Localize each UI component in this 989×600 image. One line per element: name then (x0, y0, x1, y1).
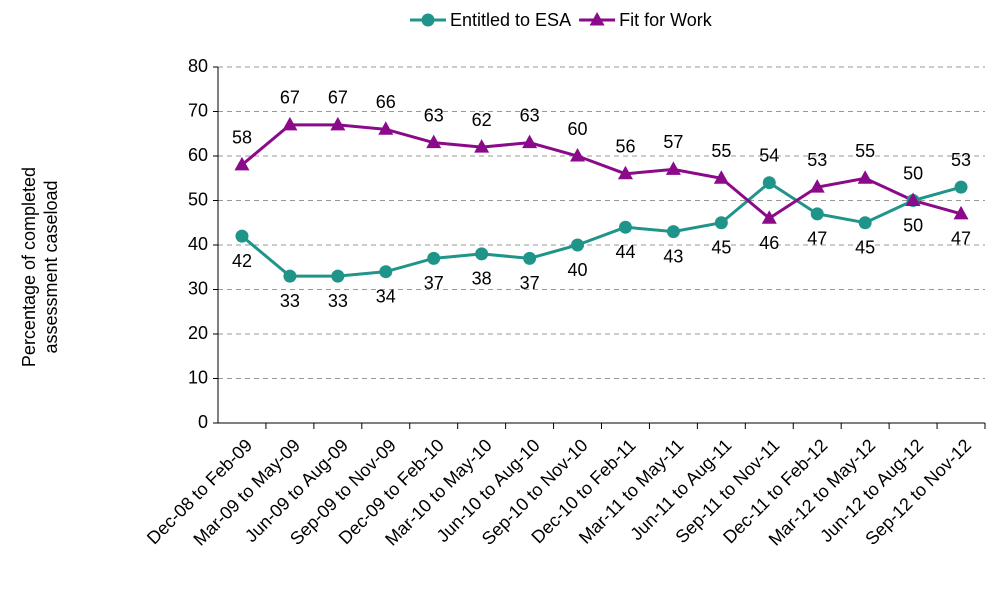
y-tick-label: 10 (188, 367, 208, 387)
point (282, 116, 298, 131)
y-tick-label: 0 (198, 412, 208, 432)
point (475, 247, 489, 261)
point (474, 139, 490, 153)
data-label: 45 (711, 238, 731, 258)
point (810, 207, 824, 221)
data-label: 55 (711, 141, 731, 161)
legend-label: Fit for Work (619, 10, 713, 30)
point (522, 134, 538, 149)
data-label: 47 (807, 229, 827, 249)
y-tick-label: 70 (188, 100, 208, 120)
data-label: 63 (520, 105, 540, 125)
data-label: 54 (759, 145, 779, 165)
data-label: 53 (807, 150, 827, 170)
point (905, 192, 921, 206)
legend-marker (421, 13, 435, 27)
data-label: 66 (376, 92, 396, 112)
y-axis-title: Percentage of completed assessment casel… (19, 166, 61, 368)
data-label: 45 (855, 238, 875, 258)
data-label: 57 (663, 132, 683, 152)
data-label: 37 (424, 273, 444, 293)
data-label: 50 (903, 163, 923, 183)
data-label: 56 (615, 137, 635, 157)
legend-label: Entitled to ESA (450, 10, 571, 30)
point (378, 121, 394, 135)
point (809, 179, 825, 193)
data-label: 40 (568, 260, 588, 280)
data-label: 53 (951, 150, 971, 170)
point (571, 238, 585, 252)
point (331, 269, 345, 283)
point (858, 216, 872, 230)
data-label: 42 (232, 251, 252, 271)
point (713, 170, 729, 184)
data-label: 47 (951, 229, 971, 249)
point (714, 216, 728, 230)
y-tick-label: 50 (188, 189, 208, 209)
point (954, 180, 968, 194)
legend: Entitled to ESA Fit for Work (410, 10, 713, 30)
point (761, 210, 777, 224)
y-tick-label: 80 (188, 56, 208, 76)
point (427, 251, 441, 265)
point (283, 269, 297, 283)
series-line (241, 180, 962, 278)
point (666, 225, 680, 239)
data-label: 33 (280, 291, 300, 311)
point (762, 176, 776, 190)
point (665, 161, 681, 175)
point (234, 156, 250, 171)
y-tick-label: 40 (188, 234, 208, 254)
data-label: 37 (520, 273, 540, 293)
data-label: 46 (759, 233, 779, 253)
data-label: 38 (472, 269, 492, 289)
data-label: 67 (328, 88, 348, 108)
point (617, 165, 633, 180)
point (570, 148, 586, 162)
data-label: 43 (663, 246, 683, 266)
y-tick-label: 20 (188, 323, 208, 343)
data-label: 34 (376, 286, 396, 306)
data-label: 63 (424, 105, 444, 125)
data-label: 55 (855, 141, 875, 161)
data-label: 50 (903, 215, 923, 235)
data-label: 60 (568, 119, 588, 139)
legend-marker (589, 12, 605, 26)
point (953, 205, 969, 220)
point (426, 134, 442, 149)
y-tick-label: 30 (188, 278, 208, 298)
series-line (241, 123, 962, 221)
data-label: 62 (472, 110, 492, 130)
point (857, 170, 873, 184)
data-label: 44 (615, 242, 635, 262)
point (523, 251, 537, 265)
y-tick-label: 60 (188, 145, 208, 165)
data-label: 33 (328, 291, 348, 311)
data-label: 58 (232, 128, 252, 148)
point (618, 220, 632, 234)
point (379, 265, 393, 279)
data-label: 67 (280, 88, 300, 108)
point (235, 229, 249, 243)
point (330, 116, 346, 131)
